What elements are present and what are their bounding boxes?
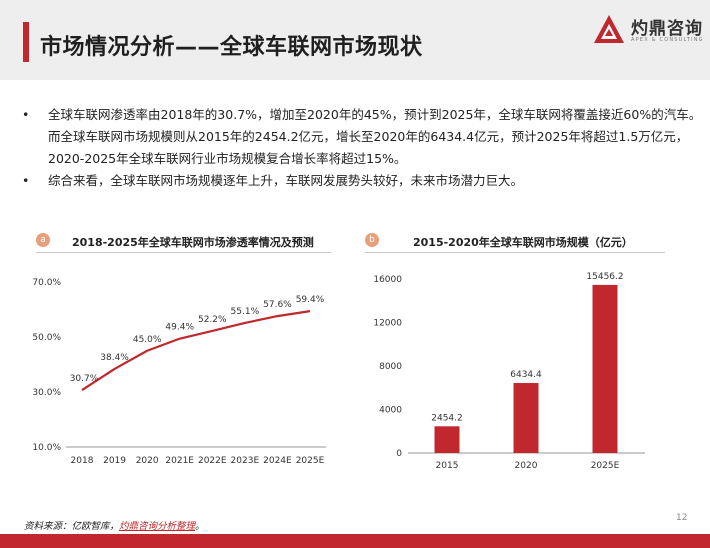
bullet-text-line: 全球车联网渗透率由2018年的30.7%，增加至2020年的45%，预计到202… [48,107,702,122]
y-tick-label: 12000 [373,319,402,329]
company-logo: 灼鼎咨询 APEX & CONSULTING [593,14,705,46]
market-size-chart-title: 2015-2020年全球车联网市场规模（亿元） [413,236,633,249]
page-number: 12 [676,513,688,523]
penetration-series-line [81,310,311,391]
x-tick-label: 2024E [263,456,292,466]
y-tick-label: 50.0% [32,333,61,343]
data-label: 52.2% [198,315,227,325]
data-label: 30.7% [70,374,99,384]
y-tick-label: 4000 [379,406,402,416]
market-size-bar [592,284,618,453]
x-tick-label: 2025E [591,461,620,471]
x-tick-label: 2022E [198,456,227,466]
title-accent-bar [23,22,29,62]
market-size-bar [434,426,460,453]
x-tick-label: 2019 [103,456,126,466]
data-label: 15456.2 [586,272,623,282]
panel-badge-a: a [36,233,50,247]
bullet-text-line: 综合来看，全球车联网市场规模逐年上升，车联网发展势头较好，未来市场潜力巨大。 [48,173,524,188]
x-tick-label: 2018 [71,456,94,466]
x-tick-label: 2025E [296,456,325,466]
source-note: 资料来源：亿欧智库，灼鼎咨询分析整理。 [24,518,205,532]
data-label: 57.6% [263,300,292,310]
panel-badge-b: b [365,233,379,247]
data-label: 55.1% [231,307,260,317]
source-prefix: 资料来源：亿欧智库， [24,521,120,532]
bottom-accent-bar [0,534,710,548]
data-label: 6434.4 [510,370,542,380]
y-tick-label: 30.0% [32,388,61,398]
x-tick-label: 2021E [165,456,194,466]
bullet-item: • 全球车联网渗透率由2018年的30.7%，增加至2020年的45%，预计到2… [20,104,702,170]
data-label: 38.4% [100,353,129,363]
market-size-bar [513,383,539,453]
x-tick-label: 2020 [136,456,159,466]
logo-triangle-icon [594,15,624,43]
logo-name: 灼鼎咨询 [631,19,703,39]
penetration-chart-header: a 2018-2025年全球车联网市场渗透率情况及预测 [36,231,331,253]
bullet-list: • 全球车联网渗透率由2018年的30.7%，增加至2020年的45%，预计到2… [20,104,702,192]
source-link[interactable]: 灼鼎咨询分析整理 [119,521,196,532]
y-tick-label: 70.0% [32,278,61,288]
y-tick-label: 16000 [373,275,402,285]
bullet-dot-icon: • [22,173,30,188]
bullet-dot-icon: • [22,107,30,122]
data-label: 59.4% [296,295,325,305]
logo-subtitle: APEX & CONSULTING [631,37,704,43]
market-size-chart-header: b 2015-2020年全球车联网市场规模（亿元） [365,231,665,253]
y-tick-label: 0 [396,449,402,459]
penetration-chart-title: 2018-2025年全球车联网市场渗透率情况及预测 [72,236,314,249]
data-label: 45.0% [133,335,162,345]
x-tick-label: 2015 [436,461,459,471]
bullet-item: • 综合来看，全球车联网市场规模逐年上升，车联网发展势头较好，未来市场潜力巨大。 [20,170,700,192]
bullet-text-line: 2020-2025年全球车联网行业市场规模复合增长率将超过15%。 [48,151,407,166]
data-label: 49.4% [165,323,194,333]
y-tick-label: 8000 [379,362,402,372]
x-tick-label: 2023E [231,456,260,466]
x-tick-label: 2020 [515,461,538,471]
page-title: 市场情况分析——全球车联网市场现状 [40,35,423,60]
source-suffix: 。 [195,521,205,532]
bullet-text-line: 而全球车联网市场规模则从2015年的2454.2亿元，增长至2020年的6434… [48,129,689,144]
data-label: 2454.2 [431,413,463,423]
header-band: 市场情况分析——全球车联网市场现状 灼鼎咨询 APEX & CONSULTING [0,0,710,80]
y-tick-label: 10.0% [32,443,61,453]
